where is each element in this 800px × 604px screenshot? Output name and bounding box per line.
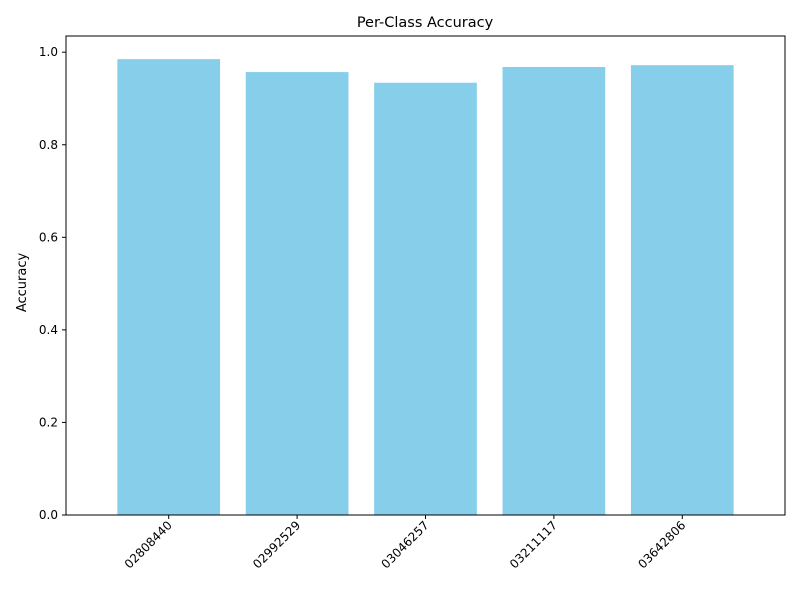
x-tick-label: 03642806 [635,518,688,571]
y-axis-ticks: 0.0 0.2 0.4 0.6 0.8 1.0 [39,45,66,522]
x-tick-label: 02808440 [122,518,175,571]
chart-title: Per-Class Accuracy [357,15,494,31]
y-axis-label: Accuracy [15,253,30,313]
y-tick-label: 0.6 [39,230,58,244]
bar-03211117 [502,67,606,516]
plot-area-border [65,35,786,516]
x-tick-label: 03046257 [379,518,432,571]
x-axis-ticks: 02808440 02992529 03046257 03211117 03642806 [122,515,688,571]
y-tick-label: 0.2 [39,415,58,429]
bar-03642806 [630,65,734,515]
x-tick-label: 03211117 [507,518,560,571]
bars-group [117,59,734,516]
y-tick-label: 1.0 [39,45,58,59]
y-tick-label: 0.0 [39,508,58,522]
x-tick-label: 02992529 [250,518,303,571]
y-tick-label: 0.8 [39,138,58,152]
bar-02808440 [117,59,221,515]
bar-02992529 [245,72,349,516]
axes-frame [65,35,786,516]
y-tick-label: 0.4 [39,323,58,337]
bar-03046257 [374,82,477,516]
